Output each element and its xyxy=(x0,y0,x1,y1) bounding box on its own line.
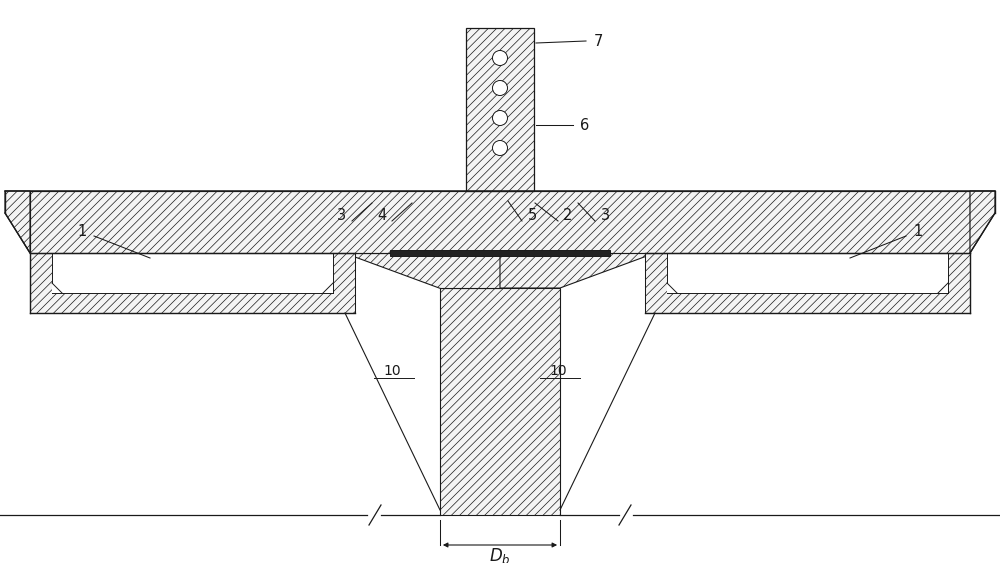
Polygon shape xyxy=(440,288,560,515)
Polygon shape xyxy=(938,283,948,293)
Polygon shape xyxy=(500,253,655,288)
Text: 1: 1 xyxy=(913,224,923,239)
Text: 1: 1 xyxy=(77,224,87,239)
Text: 10: 10 xyxy=(383,364,401,378)
Polygon shape xyxy=(466,28,534,191)
Polygon shape xyxy=(345,253,500,288)
Polygon shape xyxy=(30,191,970,253)
Polygon shape xyxy=(323,283,333,293)
Circle shape xyxy=(492,81,508,96)
Text: 6: 6 xyxy=(580,118,590,132)
Polygon shape xyxy=(970,191,995,253)
Circle shape xyxy=(492,51,508,65)
Polygon shape xyxy=(645,253,970,313)
Polygon shape xyxy=(52,253,333,293)
Text: 10: 10 xyxy=(549,364,567,378)
Polygon shape xyxy=(52,283,62,293)
Text: 5: 5 xyxy=(527,208,537,222)
Circle shape xyxy=(492,110,508,126)
Polygon shape xyxy=(5,191,30,253)
Polygon shape xyxy=(667,283,677,293)
Text: $D_b$: $D_b$ xyxy=(489,546,511,563)
Polygon shape xyxy=(390,250,610,256)
Circle shape xyxy=(492,141,508,155)
Text: 3: 3 xyxy=(600,208,610,222)
Polygon shape xyxy=(30,253,355,313)
Text: 3: 3 xyxy=(337,208,347,222)
Text: 7: 7 xyxy=(593,34,603,48)
Polygon shape xyxy=(667,253,948,293)
Text: 4: 4 xyxy=(377,208,387,222)
Text: 2: 2 xyxy=(563,208,573,222)
